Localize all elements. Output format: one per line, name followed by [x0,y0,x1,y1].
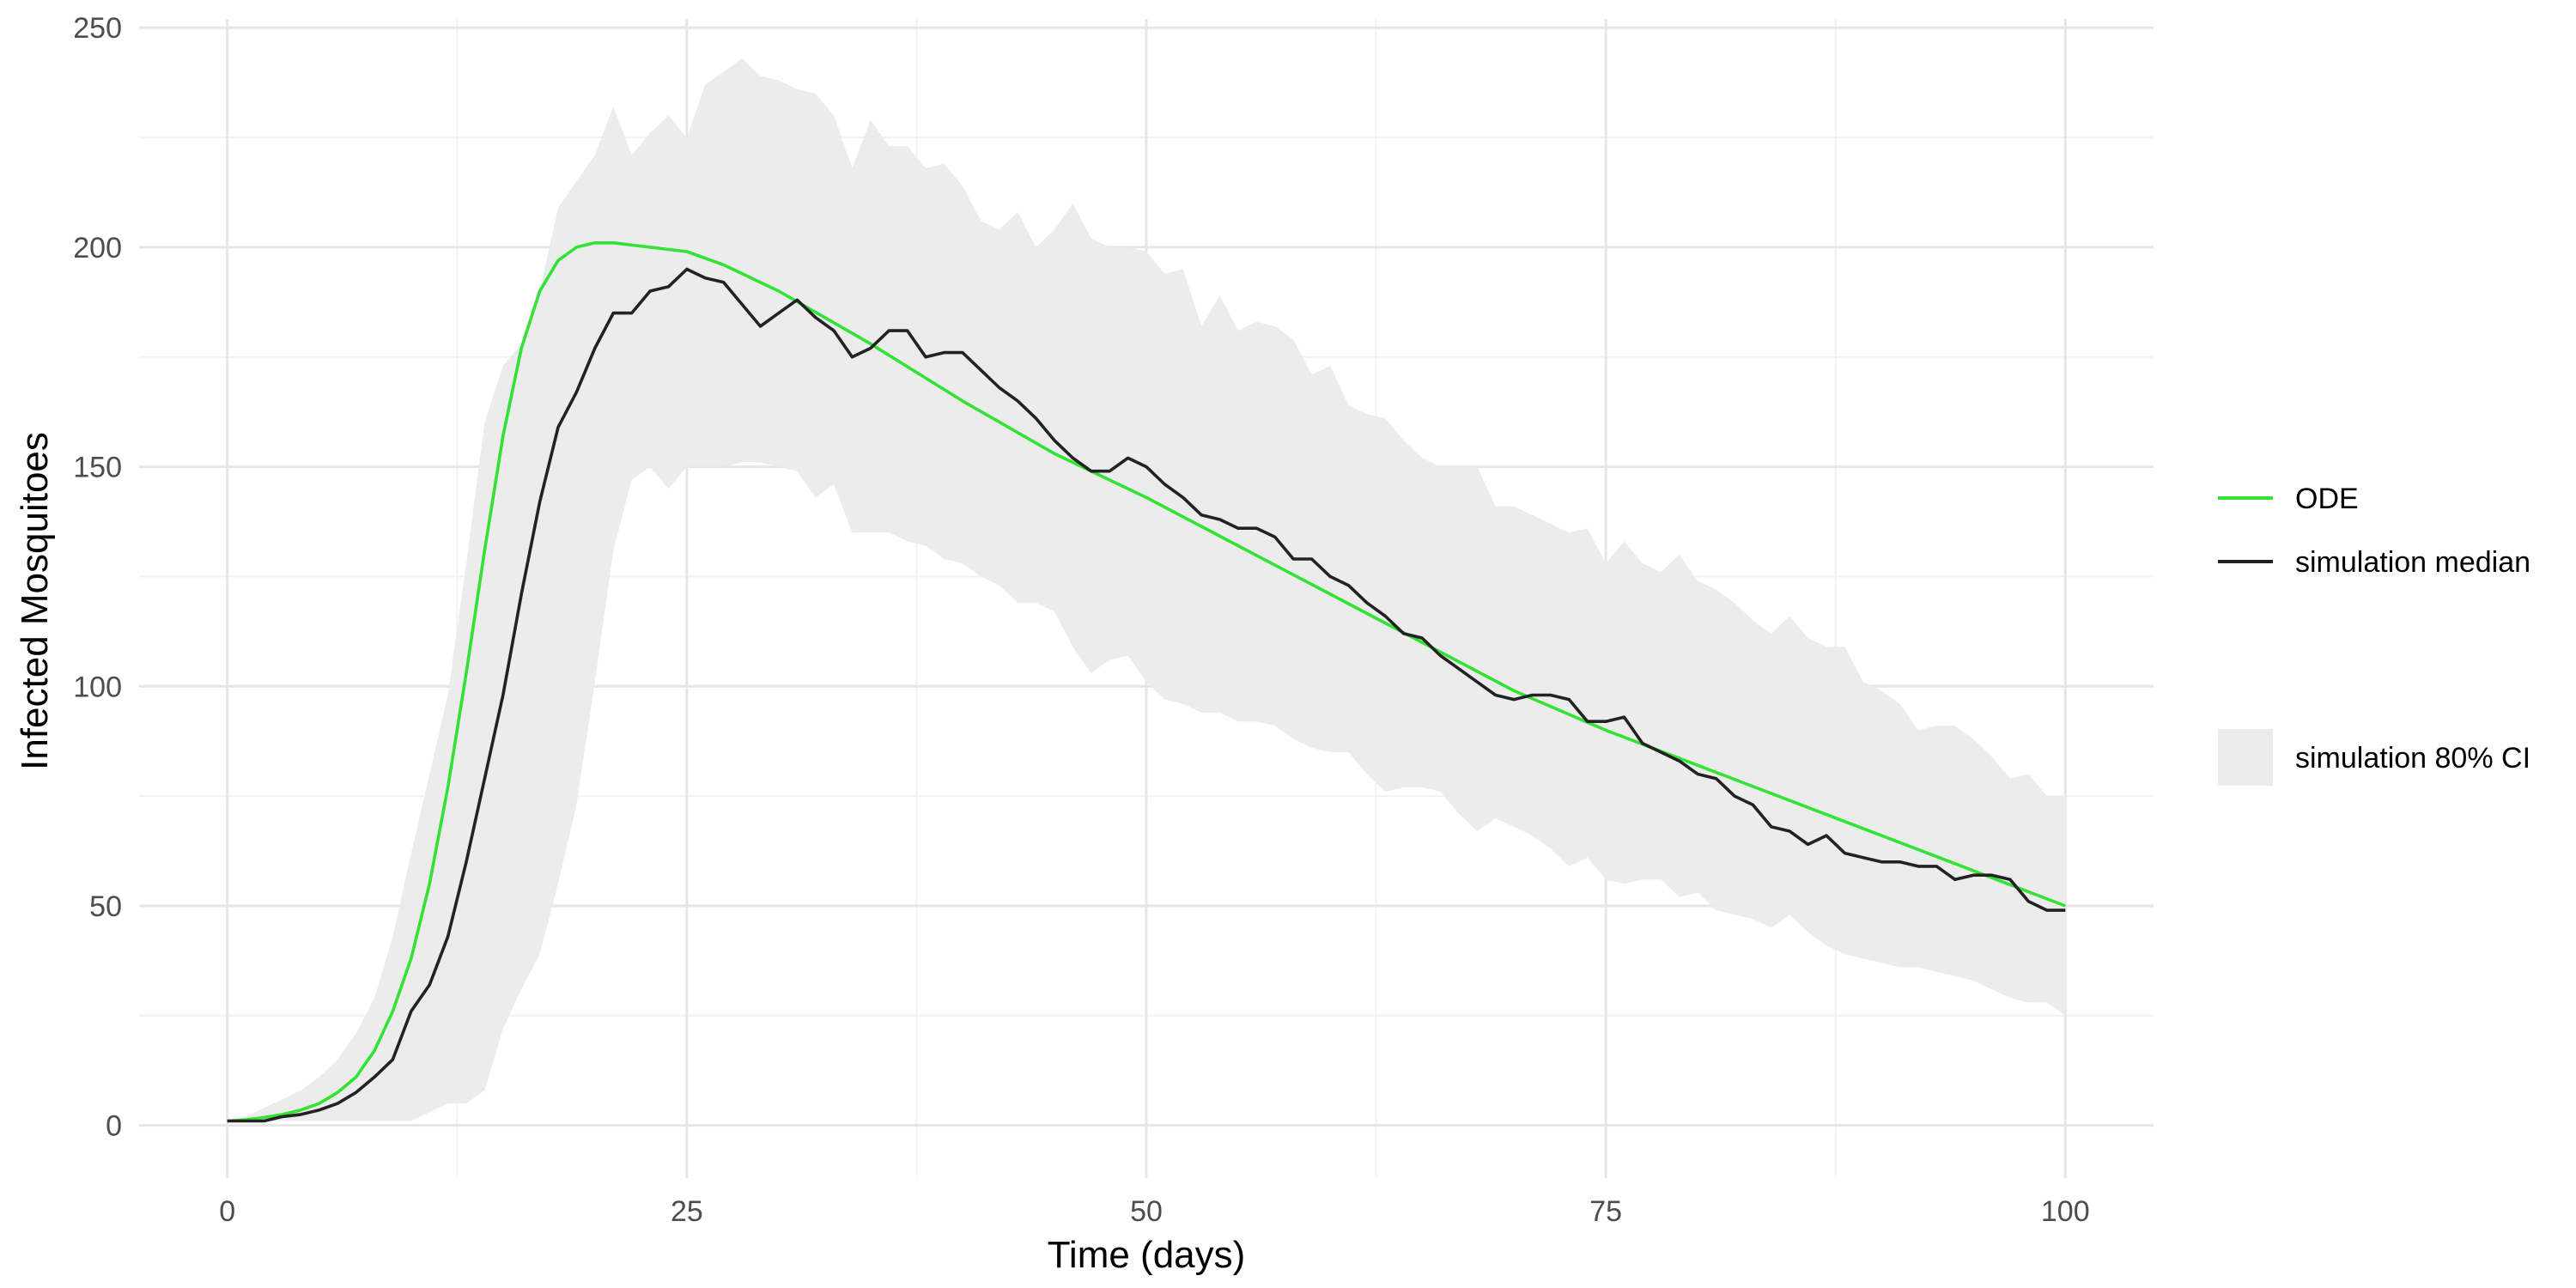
x-tick-label: 25 [671,1195,703,1228]
x-tick-label: 100 [2041,1195,2090,1228]
legend: ODE simulation median simulation 80% CI [2218,483,2530,786]
legend-label: simulation 80% CI [2295,742,2530,775]
legend-label: ODE [2295,483,2359,515]
ode-line [227,240,2066,1123]
y-tick-label: 200 [73,232,122,264]
y-tick-label: 0 [106,1110,122,1143]
ci-ribbon-area [227,58,2066,1121]
x-tick-label: 50 [1130,1195,1163,1228]
y-tick-label: 100 [73,671,122,703]
x-tick-label: 75 [1589,1195,1622,1228]
x-tick-label: 0 [219,1195,235,1228]
x-axis-title: Time (days) [1048,1234,1246,1276]
legend-key-fill [2218,729,2273,786]
legend-label: simulation median [2295,546,2530,579]
y-axis-title: Infected Mosquitoes [14,432,56,770]
y-tick-label: 250 [73,12,122,45]
ci-ribbon-layer [227,58,2066,1121]
tick-labels: 0 25 50 75 100 0 50 100 150 200 250 [73,12,2089,1228]
series-layer [227,240,2066,1123]
y-tick-label: 50 [89,890,122,923]
y-tick-label: 150 [73,452,122,484]
simulation-median-line [227,267,2066,1123]
